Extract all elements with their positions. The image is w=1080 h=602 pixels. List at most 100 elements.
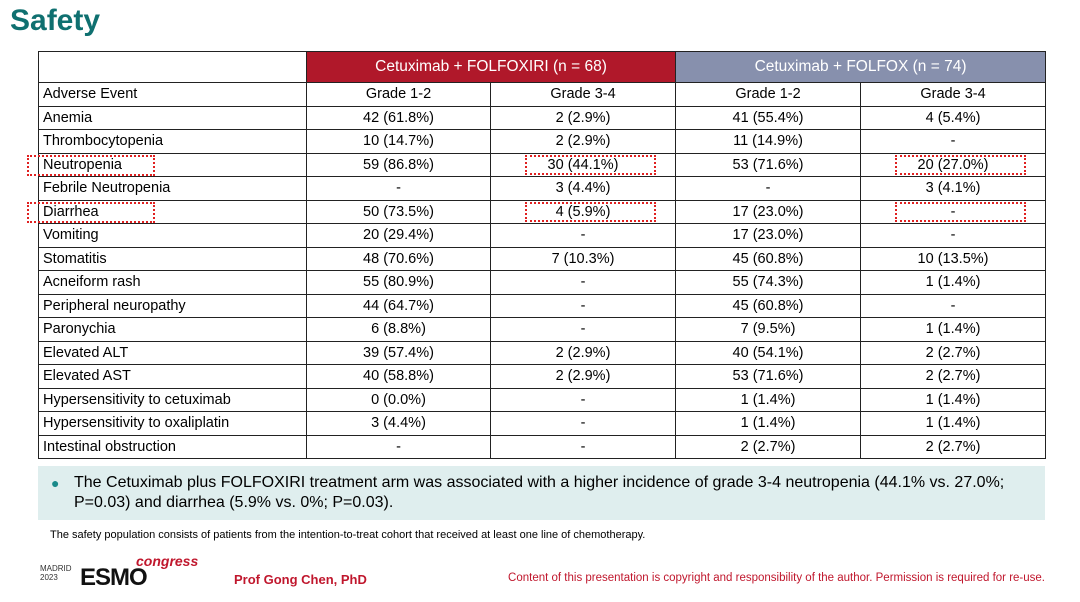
value-cell: 53 (71.6%)	[675, 364, 862, 389]
adverse-event-cell: Intestinal obstruction	[38, 434, 307, 459]
value-cell: 20 (29.4%)	[306, 223, 491, 248]
page-title: Safety	[10, 4, 101, 37]
table-row: Elevated AST 40 (58.8%) 2 (2.9%) 53 (71.6%)…	[38, 364, 1047, 389]
value-cell: 7 (10.3%)	[489, 246, 677, 271]
adverse-event-cell: Vomiting	[38, 223, 307, 248]
adverse-event-cell: Hypersensitivity to oxaliplatin	[38, 411, 307, 436]
value-cell: 2 (2.9%)	[489, 105, 677, 130]
value-label: 4 (5.9%)	[555, 203, 611, 220]
adverse-event-label: Diarrhea	[43, 203, 99, 220]
table-row: Peripheral neuropathy 44 (64.7%) -45 (60.8…	[38, 293, 1047, 318]
adverse-event-cell: Paronychia	[38, 317, 307, 342]
table-row: Diarrhea 50 (73.5%) 4 (5.9%) 17 (23.0%) -	[27, 199, 1047, 224]
adverse-event-cell: Acneiform rash	[38, 270, 307, 295]
table-row: Acneiform rash 55 (80.9%) -55 (74.3%) 1 (1.…	[38, 270, 1047, 295]
esmo-congress-logo: MADRID 2023 ESMO congress	[40, 553, 200, 591]
value-cell: -	[860, 223, 1047, 248]
value-cell: -	[489, 387, 677, 412]
value-cell: -	[306, 434, 491, 459]
value-cell: 39 (57.4%)	[306, 340, 491, 365]
table-row: Hypersensitivity to cetuximab 0 (0.0%) -1 …	[38, 387, 1047, 412]
value-cell: 0 (0.0%)	[306, 387, 491, 412]
value-cell: 4 (5.9%)	[489, 199, 677, 224]
presenter-name: Prof Gong Chen, PhD	[234, 572, 367, 587]
value-cell: 10 (14.7%)	[306, 129, 491, 154]
adverse-event-label: Neutropenia	[43, 156, 122, 173]
value-cell: 55 (74.3%)	[675, 270, 862, 295]
adverse-event-cell: Anemia	[38, 105, 307, 130]
value-cell: 45 (60.8%)	[675, 246, 862, 271]
table-row: Anemia 42 (61.8%) 2 (2.9%) 41 (55.4%) 4 (5.4…	[38, 105, 1047, 130]
table-row: Elevated ALT 39 (57.4%) 2 (2.9%) 40 (54.1%)…	[38, 340, 1047, 365]
value-cell: 2 (2.9%)	[489, 129, 677, 154]
table-row: Neutropenia 59 (86.8%) 30 (44.1%) 53 (71.6%…	[27, 152, 1047, 177]
value-cell: -	[489, 434, 677, 459]
adverse-event-cell: Febrile Neutropenia	[38, 176, 307, 201]
adverse-event-cell: Neutropenia	[27, 152, 307, 177]
value-cell: 44 (64.7%)	[306, 293, 491, 318]
value-cell: 40 (58.8%)	[306, 364, 491, 389]
value-cell: 40 (54.1%)	[675, 340, 862, 365]
footnote: The safety population consists of patien…	[50, 529, 646, 541]
value-cell: 2 (2.7%)	[860, 364, 1047, 389]
value-cell: -	[489, 317, 677, 342]
adverse-event-cell: Peripheral neuropathy	[38, 293, 307, 318]
adverse-event-cell: Elevated AST	[38, 364, 307, 389]
table-row: Stomatitis 48 (70.6%) 7 (10.3%) 45 (60.8%) 1…	[38, 246, 1047, 271]
value-cell: 20 (27.0%)	[860, 152, 1047, 177]
value-cell: 50 (73.5%)	[306, 199, 491, 224]
value-cell: -	[489, 270, 677, 295]
highlight-box	[895, 201, 1027, 222]
value-cell: -	[489, 293, 677, 318]
value-cell: -	[860, 129, 1047, 154]
adverse-event-cell: Stomatitis	[38, 246, 307, 271]
table-row: Hypersensitivity to oxaliplatin 3 (4.4%) -…	[38, 411, 1047, 436]
value-cell: 41 (55.4%)	[675, 105, 862, 130]
value-cell: 1 (1.4%)	[860, 270, 1047, 295]
value-cell: 1 (1.4%)	[860, 411, 1047, 436]
key-finding-box: ● The Cetuximab plus FOLFOXIRI treatment…	[38, 466, 1045, 520]
value-cell: 2 (2.7%)	[675, 434, 862, 459]
key-finding-text: The Cetuximab plus FOLFOXIRI treatment a…	[74, 474, 1005, 511]
table-row: Intestinal obstruction - -2 (2.7%) 2 (2.7%)	[38, 434, 1047, 459]
value-cell: 10 (13.5%)	[860, 246, 1047, 271]
value-label: -	[950, 203, 956, 220]
value-cell: 7 (9.5%)	[675, 317, 862, 342]
column-header-grade: Grade 1-2	[306, 82, 491, 107]
value-cell: 1 (1.4%)	[675, 387, 862, 412]
table-row: Paronychia 6 (8.8%) -7 (9.5%) 1 (1.4%)	[38, 317, 1047, 342]
value-cell: -	[306, 176, 491, 201]
column-header-adverse-event: Adverse Event	[38, 82, 307, 107]
value-cell: 17 (23.0%)	[675, 199, 862, 224]
arm-header-row: Cetuximab + FOLFOXIRI (n = 68) Cetuximab…	[38, 51, 1047, 83]
value-cell: 53 (71.6%)	[675, 152, 862, 177]
logo-congress: congress	[136, 553, 199, 569]
logo-mark: ESMO	[80, 564, 148, 591]
column-header-grade: Grade 3-4	[860, 82, 1047, 107]
arm-folfoxiri-header: Cetuximab + FOLFOXIRI (n = 68)	[305, 51, 677, 83]
copyright-notice: Content of this presentation is copyrigh…	[508, 572, 1045, 584]
logo-year: 2023	[40, 573, 58, 582]
table-row: Vomiting 20 (29.4%) -17 (23.0%) -	[38, 223, 1047, 248]
adverse-event-cell: Diarrhea	[27, 199, 307, 224]
column-header-grade: Grade 3-4	[489, 82, 677, 107]
value-cell: -	[860, 293, 1047, 318]
value-cell: 30 (44.1%)	[489, 152, 677, 177]
value-cell: 48 (70.6%)	[306, 246, 491, 271]
safety-table: Cetuximab + FOLFOXIRI (n = 68) Cetuximab…	[27, 51, 1047, 459]
value-cell: 55 (80.9%)	[306, 270, 491, 295]
value-cell: -	[675, 176, 862, 201]
value-cell: 3 (4.1%)	[860, 176, 1047, 201]
value-cell: 42 (61.8%)	[306, 105, 491, 130]
value-cell: 6 (8.8%)	[306, 317, 491, 342]
arm-folfox-header: Cetuximab + FOLFOX (n = 74)	[675, 51, 1047, 83]
column-header-row: Adverse Event Grade 1-2 Grade 3-4 Grade …	[38, 82, 1047, 107]
value-cell: -	[489, 223, 677, 248]
column-header-grade: Grade 1-2	[675, 82, 862, 107]
bullet-icon: ●	[51, 475, 60, 491]
adverse-event-cell: Thrombocytopenia	[38, 129, 307, 154]
adverse-event-cell: Elevated ALT	[38, 340, 307, 365]
value-label: 30 (44.1%)	[547, 156, 619, 173]
value-cell: 17 (23.0%)	[675, 223, 862, 248]
value-cell: 11 (14.9%)	[675, 129, 862, 154]
